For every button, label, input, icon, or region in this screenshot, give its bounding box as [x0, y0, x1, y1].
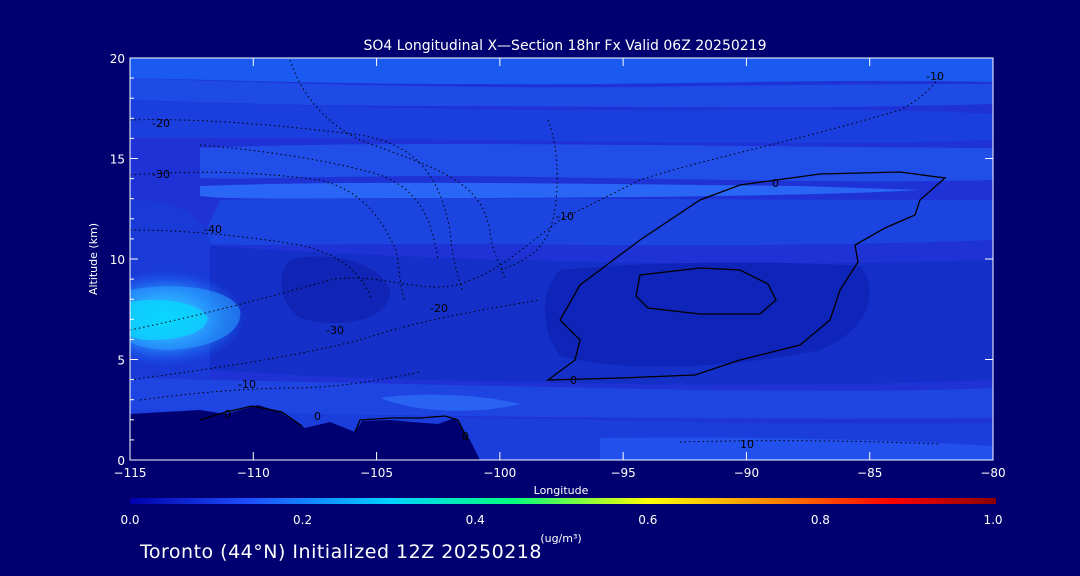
- colorbar-tick-label: 0.0: [120, 513, 139, 527]
- contour-dotted: [129, 59, 941, 445]
- contour-label: -30: [152, 168, 170, 181]
- y-tick-label: 10: [110, 253, 125, 267]
- colorbar-tick-label: 0.4: [466, 513, 485, 527]
- contour-solid: [199, 171, 947, 441]
- contour-label: -10: [556, 210, 574, 223]
- contour-label: 0: [570, 374, 577, 387]
- contour-label: 0: [224, 408, 231, 421]
- y-axis-label: Altitude (km): [87, 223, 100, 295]
- colorbar-ticks: 0.0 0.2 0.4 0.6 0.8 1.0: [120, 513, 1002, 527]
- x-tick-label: −80: [980, 466, 1005, 480]
- contour-labels: -10 -10 -20 -30 -40 -30 -20 -10 0 0 0 0 …: [152, 70, 944, 451]
- y-tick-label: 5: [117, 354, 125, 368]
- colorbar-tick-label: 0.2: [293, 513, 312, 527]
- colorbar-tick-label: 0.8: [811, 513, 830, 527]
- x-tick-label: −115: [114, 466, 147, 480]
- y-tick-label: 15: [110, 153, 125, 167]
- x-tick-label: −100: [483, 466, 516, 480]
- contour-label: -30: [326, 324, 344, 337]
- contour-label: 0: [772, 177, 779, 190]
- footer-caption: Toronto (44°N) Initialized 12Z 20250218: [140, 541, 542, 563]
- contour-label: -40: [204, 223, 222, 236]
- contour-label: -20: [152, 117, 170, 130]
- contour-label: -10: [238, 378, 256, 391]
- contour-label: -20: [430, 302, 448, 315]
- contour-label: 0: [314, 410, 321, 423]
- y-tick-label: 20: [110, 52, 125, 66]
- colorbar-tick-label: 0.6: [638, 513, 657, 527]
- x-tick-label: −90: [734, 466, 759, 480]
- chart-title: SO4 Longitudinal X—Section 18hr Fx Valid…: [364, 38, 767, 54]
- x-tick-label: −110: [237, 466, 270, 480]
- x-tick-label: −85: [857, 466, 882, 480]
- x-tick-label: −95: [610, 466, 635, 480]
- x-tick-label: −105: [360, 466, 393, 480]
- y-axis: 0 5 10 15 20: [110, 52, 993, 468]
- plot-area: [130, 58, 993, 460]
- contour-label: -10: [926, 70, 944, 83]
- colorbar-tick-label: 1.0: [983, 513, 1002, 527]
- colorbar: [130, 498, 996, 504]
- colorbar-unit-label: (ug/m³): [540, 532, 581, 545]
- contour-label: 0: [462, 430, 469, 443]
- y-tick-label: 0: [117, 454, 125, 468]
- x-axis: −115 −110 −105 −100 −95 −90 −85 −80: [114, 58, 1006, 480]
- x-axis-label: Longitude: [534, 484, 589, 497]
- contour-label: 10: [740, 438, 754, 451]
